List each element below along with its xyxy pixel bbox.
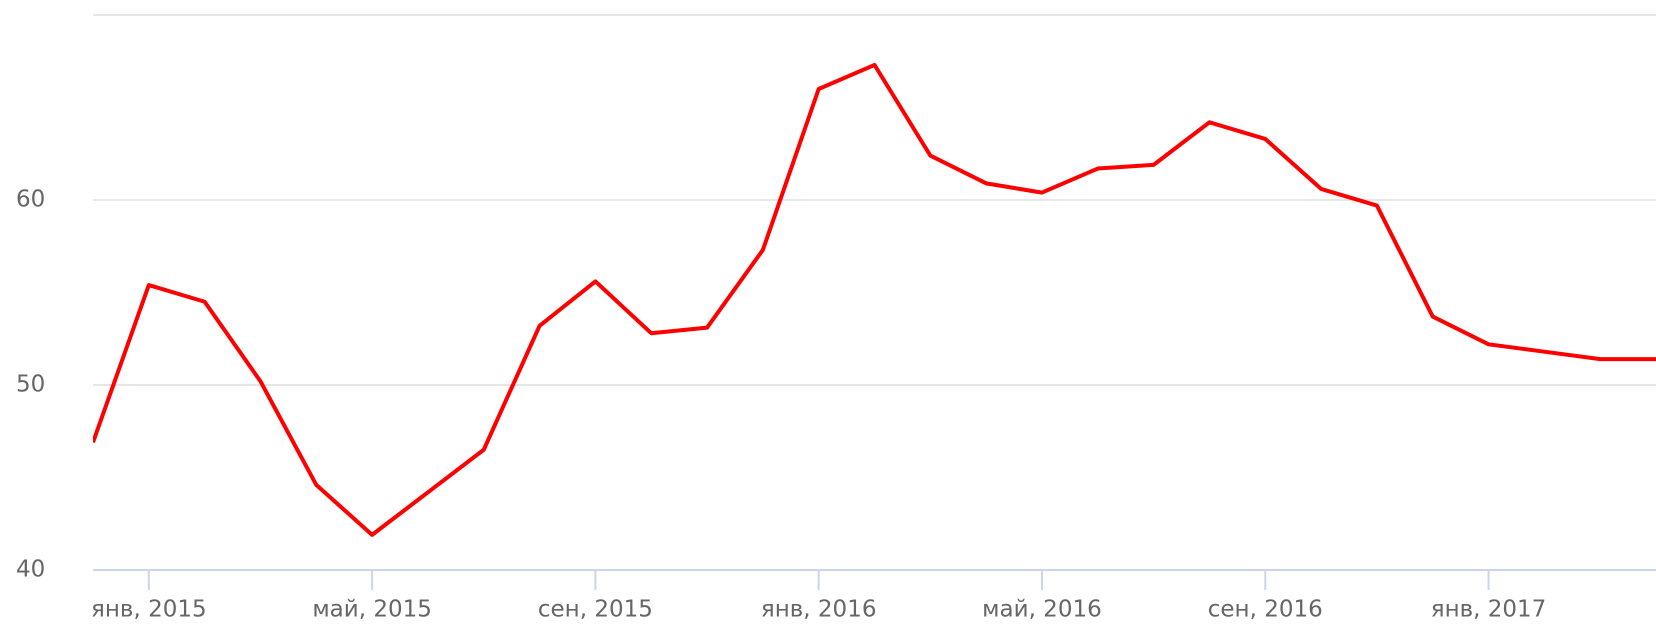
x-tick-label: сен, 2015 [538,597,653,623]
series-line [93,62,1656,537]
grid [93,199,1656,590]
y-tick-label: 60 [16,187,45,213]
x-tick-label: янв, 2017 [1431,597,1547,623]
y-tick-label: 40 [16,557,45,583]
x-tick-label: май, 2016 [982,597,1102,623]
y-tick-label: 50 [16,372,45,398]
x-tick-label: янв, 2015 [91,597,207,623]
x-tick-label: сен, 2016 [1208,597,1323,623]
plot-area [93,62,1656,537]
x-tick-label: май, 2015 [312,597,432,623]
x-tick-label: янв, 2016 [761,597,877,623]
